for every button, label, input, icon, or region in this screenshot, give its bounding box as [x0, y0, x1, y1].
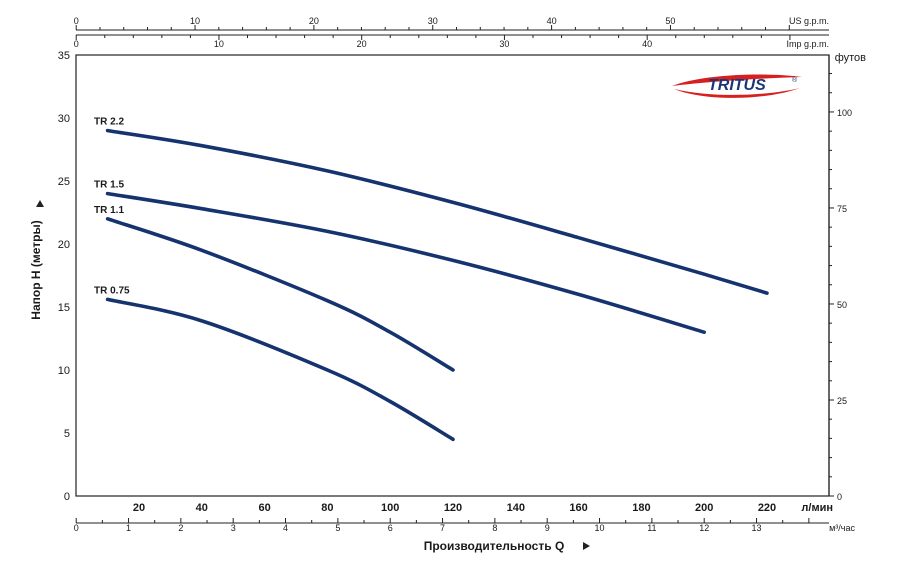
y-tick-label: 5: [64, 428, 70, 440]
top-tick-label-us: 40: [547, 16, 557, 26]
right-tick-label: 0: [837, 492, 842, 502]
x-tick-label-lpm: 60: [258, 502, 270, 514]
top-tick-label-imp: 40: [642, 39, 652, 49]
top-unit-us: US g.p.m.: [789, 16, 829, 26]
x-tick-label-lpm: 20: [133, 502, 145, 514]
series-label-tr-2-2: TR 2.2: [94, 117, 124, 128]
axes: [36, 25, 834, 550]
right-tick-label: 75: [837, 204, 847, 214]
series-lines: TR 2.2 TR 1.5 TR 1.1 TR 0.75: [94, 117, 769, 442]
x-tick-label-m3h: 10: [595, 523, 605, 533]
x-tick-label-m3h: 6: [388, 523, 393, 533]
series-line-tr-2-2: [105, 128, 769, 295]
right-unit-ft: футов: [835, 52, 866, 64]
top-unit-imp: Imp g.p.m.: [786, 39, 829, 49]
top-tick-label-imp: 0: [74, 39, 79, 49]
x-tick-label-lpm: 200: [695, 502, 713, 514]
x-tick-label-m3h: 12: [699, 523, 709, 533]
x-tick-label-lpm: 80: [321, 502, 333, 514]
x-tick-label-m3h: 5: [335, 523, 340, 533]
x-tick-label-m3h: 11: [647, 523, 656, 533]
x-tick-label-m3h: 9: [545, 523, 550, 533]
top-tick-label-imp: 20: [357, 39, 367, 49]
x-axis-title: Производительность Q: [424, 539, 565, 553]
y-axis-title: Напор H (метры): [29, 220, 43, 319]
x-tick-label-lpm: 100: [381, 502, 399, 514]
x-tick-label-lpm: 220: [758, 502, 776, 514]
plot-frame: [75, 54, 830, 497]
right-tick-label: 100: [837, 108, 852, 118]
y-tick-label: 30: [58, 113, 70, 125]
series-label-tr-1-1: TR 1.1: [94, 205, 124, 216]
x-tick-label-lpm: 140: [507, 502, 525, 514]
x-tick-label-m3h: 7: [440, 523, 445, 533]
series-line-tr-0-75: [105, 297, 455, 442]
top-tick-label-us: 0: [74, 16, 79, 26]
x-unit-lpm: л/мин: [801, 502, 833, 514]
y-tick-label: 20: [58, 239, 70, 251]
x-tick-label-lpm: 40: [196, 502, 208, 514]
x-tick-label-m3h: 3: [231, 523, 236, 533]
top-tick-label-us: 20: [309, 16, 319, 26]
top-tick-label-us: 50: [665, 16, 675, 26]
x-tick-label-m3h: 4: [283, 523, 288, 533]
y-tick-label: 10: [58, 365, 70, 377]
x-axis-arrow-icon: [583, 542, 590, 550]
top-tick-label-us: 30: [428, 16, 438, 26]
x-tick-label-lpm: 180: [632, 502, 650, 514]
top-tick-label-imp: 10: [214, 39, 224, 49]
x-tick-label-m3h: 1: [126, 523, 131, 533]
top-tick-label-us: 10: [190, 16, 200, 26]
svg-text:®: ®: [792, 76, 798, 84]
x-tick-label-m3h: 8: [492, 523, 497, 533]
brand-label: TRITUS: [708, 77, 766, 94]
y-tick-label: 25: [58, 176, 70, 188]
y-tick-label: 35: [58, 50, 70, 62]
x-tick-label-lpm: 160: [569, 502, 587, 514]
top-tick-label-imp: 30: [499, 39, 509, 49]
tritus-logo: TRITUS ®: [672, 74, 802, 98]
x-unit-m3h: м³/час: [829, 523, 855, 533]
x-tick-label-m3h: 2: [178, 523, 183, 533]
x-tick-label-m3h: 0: [74, 523, 79, 533]
right-tick-label: 50: [837, 300, 847, 310]
x-tick-label-lpm: 120: [444, 502, 462, 514]
y-axis-arrow-icon: [36, 200, 44, 207]
series-label-tr-0-75: TR 0.75: [94, 285, 130, 296]
series-line-tr-1-5: [105, 191, 706, 334]
right-tick-label: 25: [837, 396, 847, 406]
series-label-tr-1-5: TR 1.5: [94, 180, 124, 191]
y-tick-label: 0: [64, 491, 70, 503]
x-tick-label-m3h: 13: [752, 523, 762, 533]
series-line-tr-1-1: [105, 217, 455, 372]
y-tick-label: 15: [58, 302, 70, 314]
